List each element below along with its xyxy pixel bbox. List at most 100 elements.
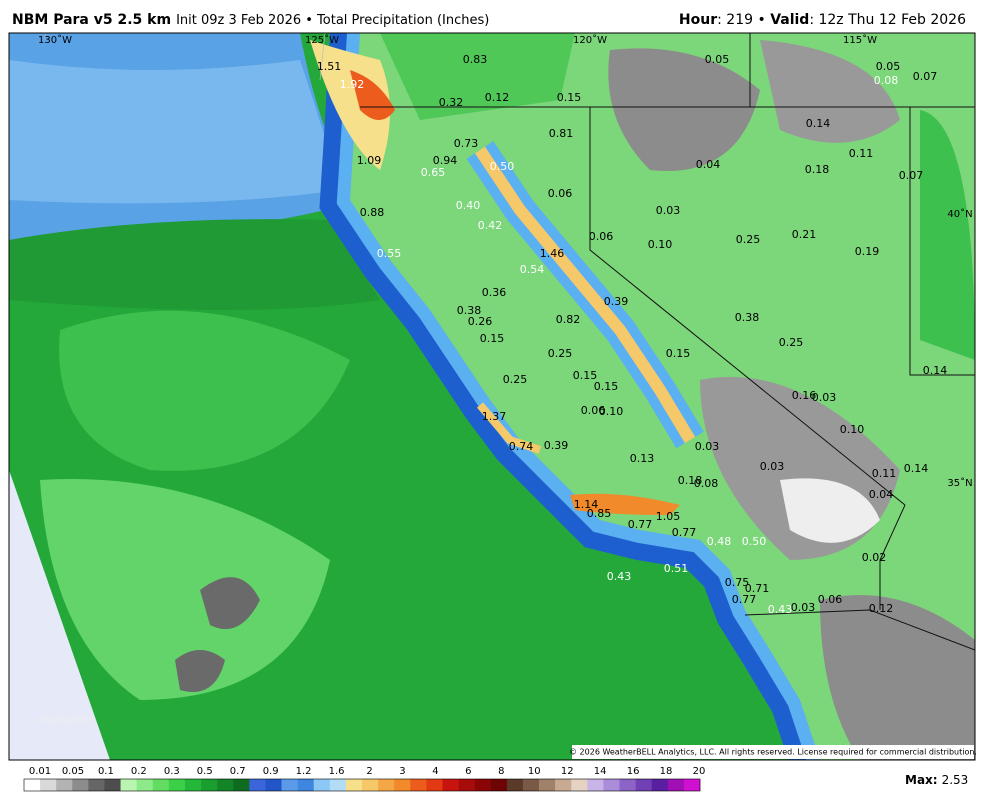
header-right: Hour: 219 • Valid: 12z Thu 12 Feb 2026 <box>679 12 966 28</box>
model-name: NBM Para v5 2.5 km <box>12 12 171 28</box>
colorbar-swatch <box>683 779 701 791</box>
precip-label: 0.10 <box>599 405 624 418</box>
colorbar-label: 0.05 <box>62 766 84 777</box>
precip-label: 0.12 <box>869 602 894 615</box>
precip-label: 0.06 <box>581 404 606 417</box>
precip-label: 0.25 <box>503 373 528 386</box>
precip-label: 1.92 <box>340 78 365 91</box>
precip-label: 0.73 <box>454 137 479 150</box>
precip-label: 1.51 <box>317 60 342 73</box>
precip-label: 0.40 <box>456 199 481 212</box>
colorbar-swatch <box>410 779 427 791</box>
precip-label: 0.05 <box>876 60 901 73</box>
colorbar-swatch <box>297 779 315 791</box>
precip-label: 0.15 <box>666 347 691 360</box>
colorbar-swatch <box>458 779 475 791</box>
precip-label: 0.25 <box>779 336 804 349</box>
colorbar-swatch <box>587 779 604 791</box>
precip-label: 0.19 <box>855 245 880 258</box>
colorbar-swatch <box>233 779 250 791</box>
precip-label: 1.37 <box>482 410 507 423</box>
precip-label: 0.55 <box>377 247 402 260</box>
colorbar-label: 14 <box>594 766 607 777</box>
copyright: © 2026 WeatherBELL Analytics, LLC. All r… <box>569 748 977 757</box>
colorbar-label: 4 <box>432 766 438 777</box>
map-frame <box>8 32 976 761</box>
colorbar-swatch <box>184 779 202 791</box>
colorbar-label: 18 <box>660 766 673 777</box>
precip-label: 0.03 <box>791 601 816 614</box>
precip-label: 0.03 <box>695 440 720 453</box>
precip-label: 0.03 <box>656 204 681 217</box>
precip-label: 0.16 <box>792 389 817 402</box>
precip-label: 0.77 <box>732 593 757 606</box>
precip-label: 0.07 <box>899 169 924 182</box>
borders <box>360 33 975 651</box>
colorbar-label: 12 <box>561 766 574 777</box>
precip-label: 0.06 <box>589 230 614 243</box>
precip-label: 0.10 <box>840 423 865 436</box>
colorbar-label: 0.3 <box>164 766 180 777</box>
valid-value: : 12z Thu 12 Feb 2026 <box>809 12 966 28</box>
precip-label: 0.82 <box>556 313 581 326</box>
colorbar-label: 0.9 <box>263 766 279 777</box>
precip-label: 0.50 <box>742 535 767 548</box>
precip-label: 0.15 <box>573 369 598 382</box>
precip-label: 0.18 <box>805 163 830 176</box>
colorbar-label: 0.2 <box>131 766 147 777</box>
colorbar-swatch <box>201 779 218 791</box>
precip-label: 0.51 <box>664 562 689 575</box>
precip-label: 0.54 <box>520 263 545 276</box>
colorbar-swatch <box>667 779 685 791</box>
colorbar-swatch <box>120 779 137 791</box>
colorbar-swatch <box>619 779 636 791</box>
colorbar-swatch <box>72 779 89 791</box>
colorbar-swatch <box>56 779 73 791</box>
precip-label: 0.06 <box>818 593 843 606</box>
precip-label: 0.43 <box>768 603 793 616</box>
precip-label: 0.03 <box>760 460 785 473</box>
precip-label: 0.21 <box>792 228 817 241</box>
hour-value: : 219 • <box>717 12 770 28</box>
colorbar-swatch <box>168 779 186 791</box>
colorbar-swatch <box>651 779 669 791</box>
precip-label: 0.94 <box>433 154 458 167</box>
colorbar-swatch <box>378 779 395 791</box>
colorbar-label: 16 <box>627 766 640 777</box>
colorbar-label: 0.5 <box>197 766 213 777</box>
precip-label: 0.88 <box>360 206 385 219</box>
map-area <box>9 33 975 760</box>
precip-label: 0.43 <box>607 570 632 583</box>
precip-label: 0.04 <box>696 158 721 171</box>
colorbar-label: 20 <box>693 766 706 777</box>
colorbar-swatch <box>603 779 620 791</box>
colorbar-swatch <box>522 779 540 791</box>
colorbar-swatch <box>539 779 556 791</box>
colorbar-swatch <box>265 779 282 791</box>
grid-label: 35˚N <box>947 477 972 489</box>
colorbar-label: 1.2 <box>296 766 312 777</box>
colorbar: 0.01 0.05 0.1 0.2 0.3 0.5 0.7 0.9 1.2 1.6 2 3 4 6 8 10 1… <box>23 766 706 792</box>
precip-label: 0.03 <box>812 391 837 404</box>
header-left: NBM Para v5 2.5 km Init 09z 3 Feb 2026 • … <box>12 12 489 28</box>
colorbar-swatch <box>24 779 41 791</box>
colorbar-swatch <box>555 779 572 791</box>
precip-label: 0.12 <box>485 91 510 104</box>
grid-label: 40˚N <box>947 208 972 220</box>
graticule <box>44 33 861 81</box>
precip-label: 0.11 <box>849 147 874 160</box>
precip-label: 1.05 <box>656 510 681 523</box>
colorbar-label: 8 <box>498 766 504 777</box>
colorbar-label: 3 <box>399 766 405 777</box>
colorbar-swatch <box>571 779 588 791</box>
precip-label: 0.71 <box>745 582 770 595</box>
precip-label: 0.83 <box>463 53 488 66</box>
grid-label: 125˚W <box>305 34 339 46</box>
precip-label: 0.77 <box>672 526 697 539</box>
precip-label: 0.05 <box>705 53 730 66</box>
precip-label: 0.32 <box>439 96 464 109</box>
precip-label: 0.85 <box>587 507 612 520</box>
precip-label: 1.09 <box>357 154 382 167</box>
precip-label: 0.15 <box>594 380 619 393</box>
